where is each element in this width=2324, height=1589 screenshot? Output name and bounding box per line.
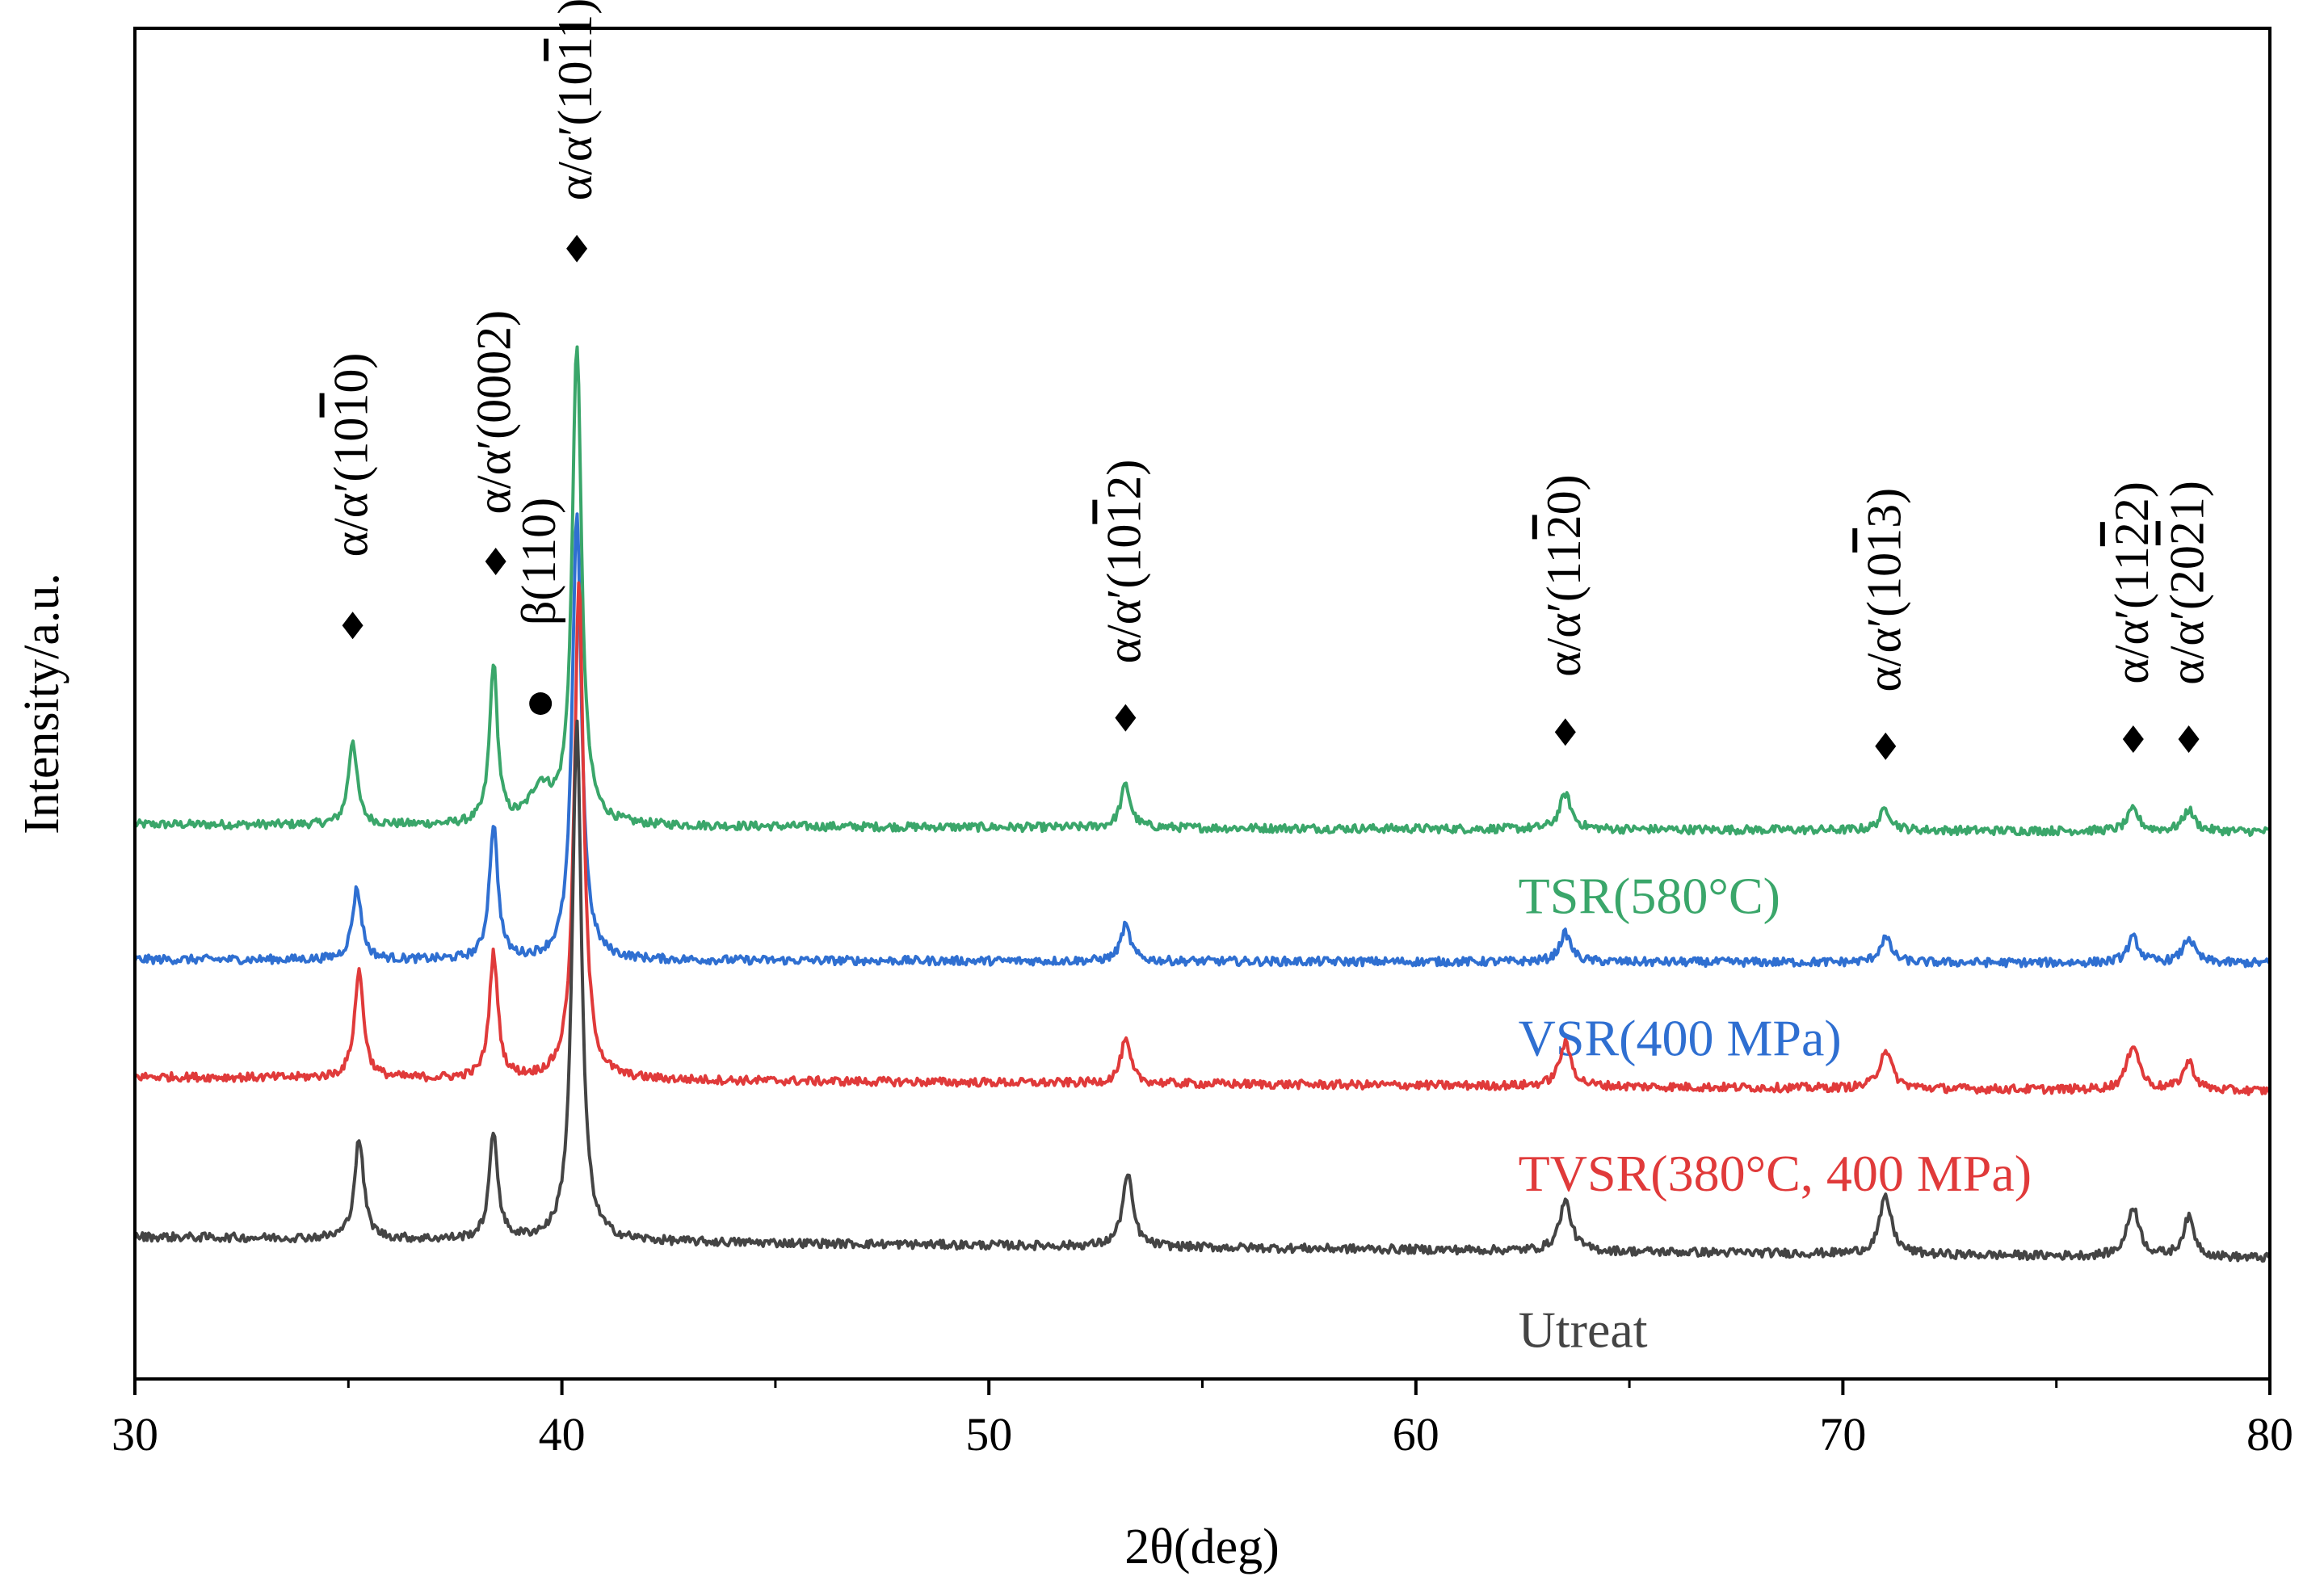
- diamond-marker: [1115, 704, 1137, 732]
- series-label: VSR(400 MPa): [1519, 1010, 1842, 1067]
- peak-annotation: α/α′(1013): [1857, 488, 1910, 760]
- series-group: TVSR(380°C, 400 MPa): [134, 581, 2271, 1202]
- peak-annotation: α/α′(0002): [468, 310, 521, 575]
- annotation-layer: α/α′(1010) α/α′(0002)β(110) α/α′(1011) α/α′…: [325, 0, 2214, 760]
- x-tick-label: 70: [1819, 1408, 1866, 1461]
- peak-annotation: α/α′(1120): [1537, 474, 1591, 746]
- series-label: TSR(580°C): [1519, 868, 1780, 925]
- peak-annotation: α/α′(1010): [325, 353, 378, 640]
- diamond-marker: [2178, 725, 2200, 753]
- diamond-marker: [1554, 718, 1576, 746]
- series-label: TVSR(380°C, 400 MPa): [1519, 1145, 2032, 1202]
- peak-label: α/α′(1010): [325, 353, 378, 557]
- diamond-marker: [1875, 732, 1897, 760]
- diamond-marker: [566, 234, 588, 263]
- peak-label: α/α′(1120): [1537, 474, 1591, 676]
- series-line: [133, 512, 2271, 969]
- x-tick-label: 60: [1393, 1408, 1439, 1461]
- circle-marker: [529, 692, 553, 715]
- series-line: [134, 581, 2271, 1096]
- diamond-marker: [485, 548, 506, 575]
- peak-annotation: α/α′(2021): [2161, 481, 2214, 753]
- series-line: [133, 719, 2271, 1263]
- tick-layer: 30 40 50 60 70 80: [111, 1379, 2293, 1461]
- series-group: Utreat: [133, 719, 2271, 1358]
- peak-annotation: β(110): [512, 498, 565, 715]
- diamond-marker: [342, 612, 364, 640]
- peak-label: α/α′(1122): [2105, 481, 2158, 683]
- x-tick-label: 80: [2246, 1408, 2293, 1461]
- peak-annotation: α/α′(1011): [548, 0, 602, 263]
- peak-label: α/α′(1013): [1857, 488, 1910, 692]
- x-tick-label: 50: [965, 1408, 1012, 1461]
- peak-label: α/α′(1012): [1097, 460, 1150, 664]
- series-layer: TSR(580°C) VSR(400 MPa) TVSR(380°C, 400 MP…: [133, 345, 2271, 1358]
- peak-label: α/α′(1011): [548, 0, 602, 200]
- y-axis-title: Intensity/a.u.: [15, 573, 69, 834]
- series-line: [133, 345, 2271, 837]
- peak-annotation: α/α′(1122): [2105, 481, 2158, 753]
- peak-label: β(110): [512, 498, 565, 625]
- series-label: Utreat: [1519, 1301, 1648, 1358]
- peak-label: α/α′(2021): [2161, 481, 2214, 685]
- x-tick-label: 30: [111, 1408, 158, 1461]
- peak-label: α/α′(0002): [468, 310, 521, 515]
- x-axis-title: 2θ(deg): [1124, 1520, 1280, 1574]
- series-group: TSR(580°C): [133, 345, 2271, 925]
- diamond-marker: [2122, 725, 2144, 753]
- x-tick-label: 40: [539, 1408, 586, 1461]
- peak-annotation: α/α′(1012): [1097, 460, 1150, 732]
